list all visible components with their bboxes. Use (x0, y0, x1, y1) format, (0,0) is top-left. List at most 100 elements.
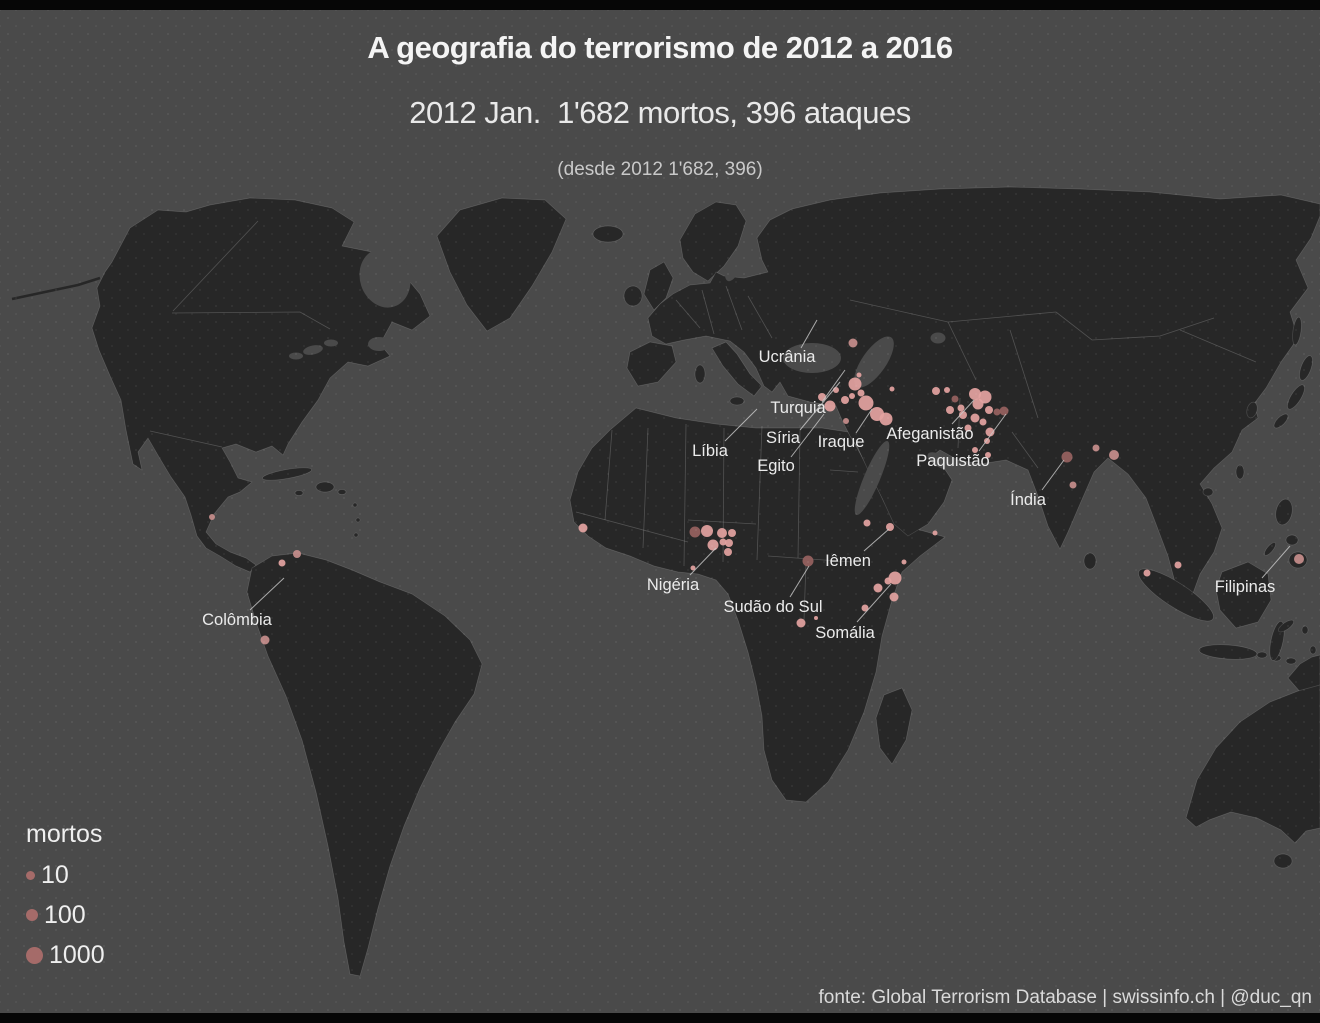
legend-title: mortos (26, 820, 103, 848)
leader-line (1041, 459, 1065, 491)
hudson-bay (359, 248, 411, 308)
legend-items: 10 100 1000 (26, 855, 105, 975)
sardinia (694, 364, 706, 384)
leader-line (821, 369, 846, 403)
leader-line (800, 319, 818, 349)
moluccas (1301, 625, 1309, 635)
sumatra (1138, 568, 1214, 622)
iceland (592, 225, 624, 243)
moluccas (1309, 645, 1317, 655)
bubble-layer (209, 338, 1304, 645)
death-bubble (719, 538, 727, 546)
antille (353, 532, 359, 538)
country-label-layer: Ucrânia Turquia Síria Iraque Egito Líbia Afega… (202, 319, 1291, 642)
death-bubble (796, 618, 806, 628)
lesser-sunda (1285, 657, 1297, 665)
antille (355, 517, 361, 523)
madagascar (875, 687, 913, 765)
leader-line (790, 413, 825, 458)
death-bubble (260, 635, 270, 645)
death-bubble (946, 406, 954, 414)
death-bubble (707, 539, 719, 551)
death-bubble (932, 387, 940, 395)
death-bubble (849, 393, 855, 399)
country-label: Nigéria (647, 576, 700, 594)
country-label: Paquistão (916, 452, 989, 470)
aral-sea (930, 332, 946, 344)
legend-item: 10 (26, 855, 105, 895)
antille (337, 489, 347, 495)
japan (1273, 413, 1289, 429)
hainan (1202, 487, 1214, 497)
death-bubble (999, 406, 1009, 416)
top-letterbox-bar (0, 0, 1320, 10)
italy (711, 341, 763, 397)
death-bubble (985, 452, 991, 458)
death-bubble (985, 406, 993, 414)
leader-line (863, 528, 890, 552)
death-bubble (725, 539, 733, 547)
death-bubble (848, 377, 862, 391)
country-label: Ucrânia (759, 348, 817, 366)
death-bubble (873, 583, 883, 593)
death-bubble (278, 559, 286, 567)
ireland (623, 285, 643, 307)
death-bubble (802, 555, 814, 567)
death-bubble (879, 412, 893, 426)
country-label: Iêmen (825, 552, 871, 570)
death-bubble (972, 447, 978, 453)
jamaica (294, 490, 304, 496)
death-bubble (964, 424, 972, 432)
legend-value: 10 (41, 860, 69, 889)
great-lake (289, 352, 303, 360)
leader-line (689, 547, 717, 576)
death-bubble (1294, 554, 1304, 564)
korea (1246, 401, 1258, 419)
great-lake (303, 345, 323, 355)
leader-line (799, 381, 841, 431)
country-label: Índia (1010, 490, 1047, 509)
sulawesi-arm (1278, 619, 1294, 633)
death-bubble (858, 395, 874, 411)
country-label: Afeganistão (886, 425, 973, 443)
death-bubble (886, 523, 894, 531)
country-label: Egito (757, 457, 795, 475)
great-lake (324, 339, 338, 347)
death-bubble (689, 526, 701, 538)
leader-line (1261, 545, 1291, 579)
australia (1185, 684, 1320, 844)
country-borders (149, 220, 1257, 621)
japan (1299, 355, 1313, 381)
aleutians (11, 276, 101, 301)
country-label: Filipinas (1215, 578, 1276, 596)
death-bubble (843, 418, 849, 424)
death-bubble (889, 386, 895, 392)
country-label: Sudão do Sul (723, 598, 822, 616)
death-bubble (1174, 561, 1182, 569)
death-bubble (578, 523, 588, 533)
country-label: Iraque (818, 433, 865, 451)
death-bubble (856, 372, 862, 378)
leader-line (856, 583, 892, 623)
gulf-st-lawrence (368, 337, 390, 351)
persian-gulf (927, 452, 953, 470)
country-label: Somália (815, 624, 875, 642)
death-bubble (957, 404, 965, 412)
death-bubble (969, 388, 981, 400)
africa (569, 407, 946, 803)
sicily (729, 396, 745, 406)
bottom-letterbox-bar (0, 1013, 1320, 1023)
hispaniola (315, 481, 335, 493)
country-label: Colômbia (202, 611, 273, 629)
philippines (1275, 498, 1293, 526)
inland-seas (289, 248, 953, 515)
death-bubble (1069, 481, 1077, 489)
death-bubble (932, 530, 938, 536)
death-bubble (993, 408, 1001, 416)
death-bubble (861, 604, 869, 612)
death-bubble (889, 592, 899, 602)
scandinavia (679, 201, 747, 282)
caspian-sea (854, 336, 894, 388)
